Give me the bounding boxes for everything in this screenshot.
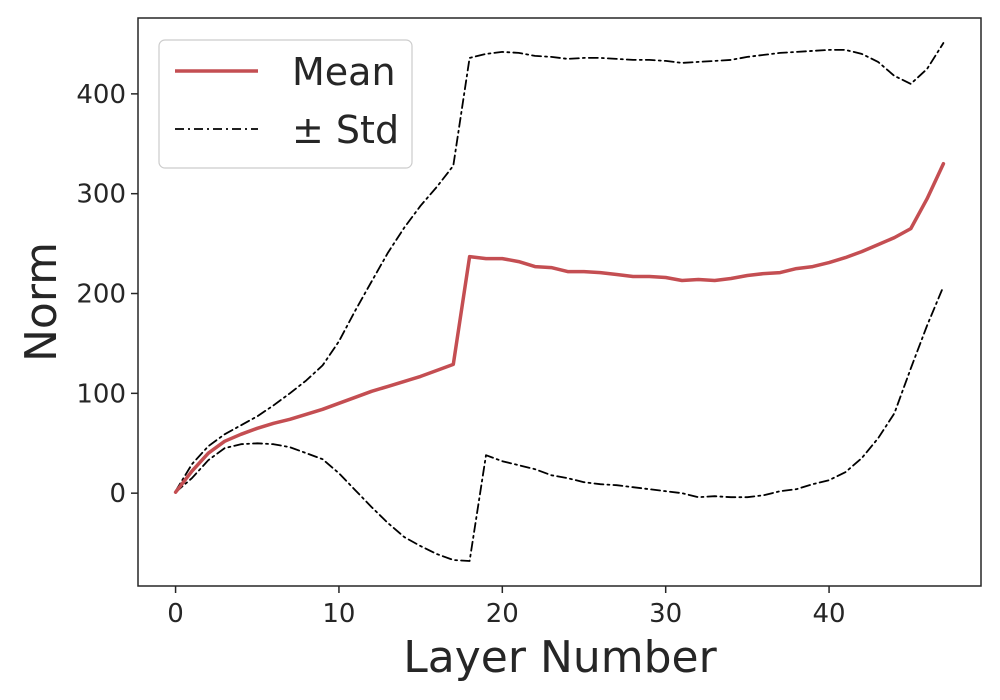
legend-label-mean: Mean — [292, 50, 396, 94]
x-tick-label: 0 — [167, 599, 184, 629]
series-line-minus-std — [174, 285, 945, 562]
x-axis: 0 10 20 30 40 — [167, 586, 846, 629]
x-tick-label: 20 — [486, 599, 519, 629]
x-axis-title: Layer Number — [403, 632, 717, 683]
y-tick-label: 200 — [76, 280, 126, 310]
series-line-mean — [173, 161, 946, 494]
legend: Mean ± Std — [158, 39, 413, 169]
x-tick-label: 30 — [649, 599, 682, 629]
y-tick-label: 100 — [76, 379, 126, 409]
legend-label-std: ± Std — [292, 108, 399, 152]
y-tick-label: 0 — [109, 479, 126, 509]
series-layer — [173, 42, 946, 562]
x-tick-label: 40 — [813, 599, 846, 629]
y-axis-title: Norm — [16, 242, 67, 362]
x-tick-label: 10 — [322, 599, 355, 629]
series-line-plus-std — [174, 42, 945, 493]
y-tick-label: 300 — [76, 180, 126, 210]
y-tick-label: 400 — [76, 80, 126, 110]
y-axis: 0 100 200 300 400 — [76, 80, 138, 509]
